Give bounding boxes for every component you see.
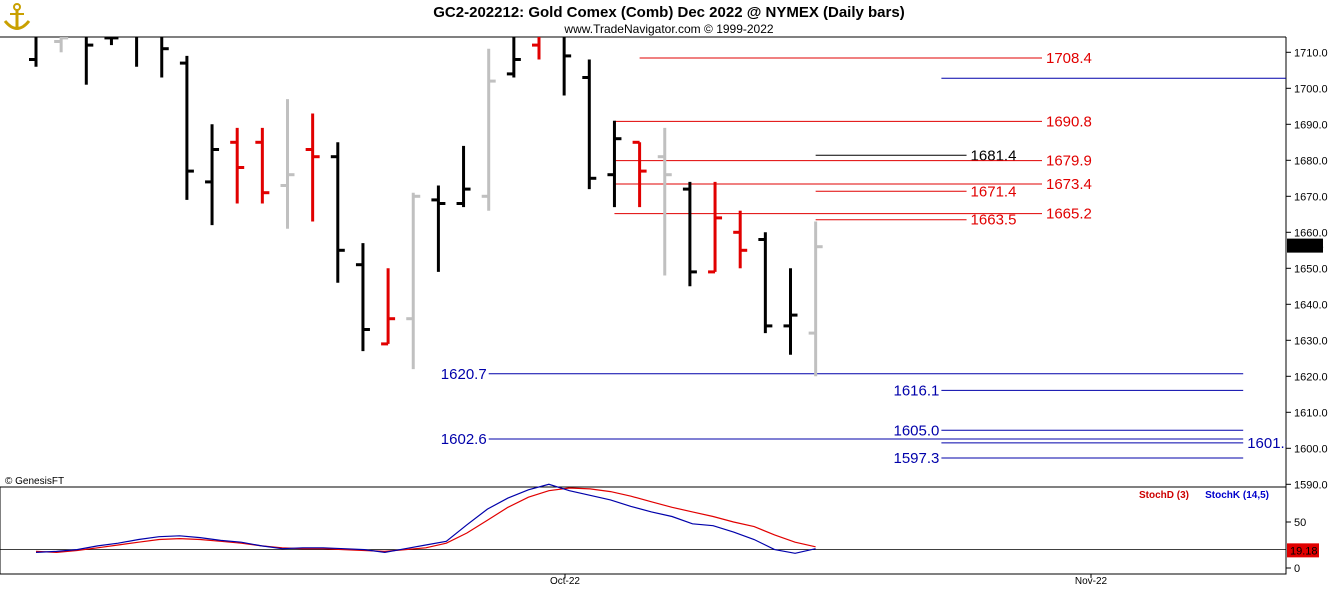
price-bar-21 <box>562 37 572 96</box>
price-bar-5 <box>160 37 169 78</box>
price-bar-19 <box>506 37 521 78</box>
level-label-11: 1605.0 <box>894 422 940 439</box>
price-bar-2 <box>84 37 94 85</box>
stochastic-panel: 0 50 19.18 <box>0 483 1319 575</box>
level-label-8: 1663.5 <box>971 212 1017 229</box>
price-bar-8 <box>230 127 245 204</box>
price-axis: 1590.0 1600.0 1610.0 1620.0 1630.0 1640.0 1650… <box>1286 47 1328 491</box>
price-bar-14 <box>381 268 396 346</box>
price-tick-label-2: 1610.0 <box>1294 407 1328 419</box>
price-bar-0 <box>29 37 38 67</box>
price-bar-12 <box>330 142 345 283</box>
stochk-legend: StochK (14,5) <box>1205 490 1269 501</box>
time-tick-label-0: Oct-22 <box>550 576 580 587</box>
level-label-10: 1616.1 <box>894 382 940 399</box>
price-bar-6 <box>179 55 194 200</box>
level-label-13: 1601.5 <box>1247 435 1293 452</box>
price-tick-label-11: 1700.0 <box>1294 83 1328 95</box>
stoch-tick-label-0: 0 <box>1294 563 1300 575</box>
price-bar-7 <box>205 124 220 226</box>
price-tick-label-3: 1620.0 <box>1294 371 1328 383</box>
price-bar-20 <box>532 37 541 60</box>
price-tick-label-0: 1590.0 <box>1294 479 1328 491</box>
last-price-label: 1656.3 <box>1290 241 1324 253</box>
price-tick-label-9: 1680.0 <box>1294 155 1328 167</box>
price-bar-30 <box>783 268 798 355</box>
price-bars <box>29 37 823 377</box>
price-bar-26 <box>682 181 697 287</box>
price-bar-28 <box>733 210 748 269</box>
price-tick-label-8: 1670.0 <box>1294 191 1328 203</box>
price-bar-9 <box>255 127 270 204</box>
price-bar-4 <box>135 37 139 67</box>
price-bar-29 <box>758 232 773 334</box>
level-label-6: 1671.4 <box>971 183 1017 200</box>
level-label-9: 1620.7 <box>441 366 487 383</box>
level-label-12: 1602.6 <box>441 431 487 448</box>
price-bar-11 <box>305 113 320 222</box>
price-tick-label-12: 1710.0 <box>1294 47 1328 59</box>
price-bar-3 <box>104 37 119 46</box>
stoch-tick-label-1: 50 <box>1294 517 1306 529</box>
stochd-legend: StochD (3) <box>1139 490 1189 501</box>
level-label-2: 1690.8 <box>1046 113 1092 130</box>
price-tick-label-4: 1630.0 <box>1294 335 1328 347</box>
time-tick-label-1: Nov-22 <box>1075 576 1108 587</box>
price-bar-10 <box>280 99 295 229</box>
price-bar-31 <box>808 221 823 377</box>
price-bar-27 <box>708 181 723 274</box>
time-axis: Oct-22 Nov-22 <box>550 574 1108 587</box>
price-tick-label-7: 1660.0 <box>1294 227 1328 239</box>
chart-subtitle: www.TradeNavigator.com © 1999-2022 <box>563 22 773 36</box>
stoch-series-1 <box>35 483 816 554</box>
price-tick-label-6: 1650.0 <box>1294 263 1328 275</box>
price-bar-18 <box>481 48 496 211</box>
price-bar-16 <box>431 185 446 272</box>
logo-anchor-icon <box>3 3 31 30</box>
price-bar-23 <box>607 120 622 208</box>
price-tick-label-10: 1690.0 <box>1294 119 1328 131</box>
price-bar-22 <box>582 59 597 190</box>
level-label-14: 1597.3 <box>894 450 940 467</box>
chart-title: GC2-202212: Gold Comex (Comb) Dec 2022 @… <box>433 4 904 21</box>
level-label-5: 1673.4 <box>1046 176 1092 193</box>
watermark-text: © GenesisFT <box>5 476 64 487</box>
last-price-marker: 1656.3 <box>1287 238 1324 253</box>
price-tick-label-1: 1600.0 <box>1294 443 1328 455</box>
price-bar-15 <box>406 192 421 370</box>
stoch-last-value-marker: 19.18 <box>1287 543 1319 558</box>
level-label-0: 1708.4 <box>1046 50 1092 67</box>
price-tick-label-5: 1640.0 <box>1294 299 1328 311</box>
price-bar-13 <box>355 243 370 352</box>
price-bar-25 <box>657 127 672 276</box>
price-bar-1 <box>54 37 69 53</box>
level-label-3: 1681.4 <box>971 147 1017 164</box>
price-bar-24 <box>632 140 647 208</box>
price-bar-17 <box>456 145 471 208</box>
stoch-series-0 <box>35 487 816 554</box>
level-label-7: 1665.2 <box>1046 206 1092 223</box>
level-lines: 1708.41702.81690.81681.41679.91673.41671… <box>441 50 1293 467</box>
stochastic-panel-frame <box>0 486 1287 575</box>
stoch-last-value-label: 19.18 <box>1290 545 1318 557</box>
level-label-4: 1679.9 <box>1046 153 1092 170</box>
